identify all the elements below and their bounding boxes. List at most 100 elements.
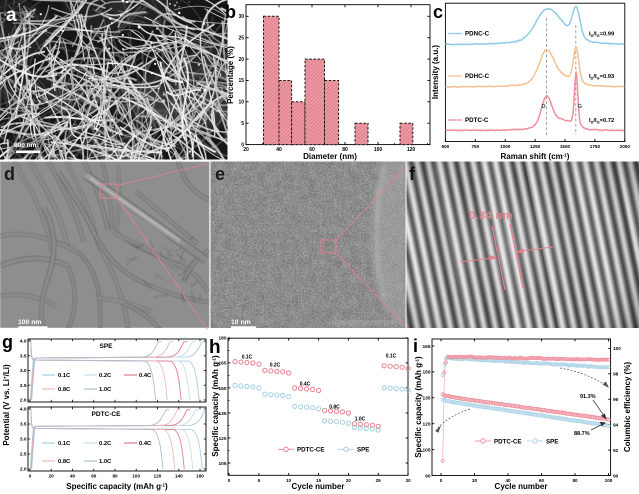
svg-text:30: 30 xyxy=(238,14,244,20)
svg-text:0.1C: 0.1C xyxy=(386,354,397,360)
svg-text:Specific capacity (mAh g-1): Specific capacity (mAh g-1) xyxy=(211,355,220,457)
svg-text:3.5: 3.5 xyxy=(20,422,27,428)
svg-text:PDTC-C: PDTC-C xyxy=(465,117,489,124)
svg-text:135: 135 xyxy=(218,411,226,417)
svg-text:165: 165 xyxy=(218,361,226,367)
svg-text:h: h xyxy=(209,337,221,358)
svg-text:140: 140 xyxy=(175,473,183,478)
svg-text:20: 20 xyxy=(49,473,55,478)
svg-text:10: 10 xyxy=(286,478,292,483)
svg-text:Intensity (a.u.): Intensity (a.u.) xyxy=(431,45,440,100)
svg-text:i: i xyxy=(413,336,418,356)
svg-text:3.5: 3.5 xyxy=(20,353,27,359)
svg-text:60: 60 xyxy=(309,147,315,153)
svg-text:Specific capacity (mAh g-1): Specific capacity (mAh g-1) xyxy=(66,482,168,491)
svg-text:750: 750 xyxy=(471,144,479,149)
svg-text:91.3%: 91.3% xyxy=(580,394,596,400)
svg-text:96: 96 xyxy=(613,397,619,402)
svg-text:120: 120 xyxy=(407,147,416,153)
svg-text:80: 80 xyxy=(572,478,578,483)
svg-text:5: 5 xyxy=(241,121,244,127)
svg-text:D: D xyxy=(542,104,546,110)
svg-text:ID/IG=0.99: ID/IG=0.99 xyxy=(589,32,615,39)
svg-text:2.0: 2.0 xyxy=(20,398,27,404)
svg-text:100: 100 xyxy=(613,346,621,351)
svg-text:ID/IG=0.93: ID/IG=0.93 xyxy=(589,74,615,81)
svg-text:0.2C: 0.2C xyxy=(99,441,112,447)
svg-text:120: 120 xyxy=(218,436,226,442)
svg-text:Raman shift (cm-1): Raman shift (cm-1) xyxy=(501,152,570,161)
svg-text:0.4C: 0.4C xyxy=(300,382,311,388)
svg-text:60: 60 xyxy=(91,473,97,478)
svg-text:15: 15 xyxy=(238,78,244,84)
svg-text:PDTC-CE: PDTC-CE xyxy=(297,447,325,454)
svg-text:1.0C: 1.0C xyxy=(99,459,112,465)
svg-text:SPE: SPE xyxy=(357,447,369,454)
svg-text:0: 0 xyxy=(440,478,443,483)
svg-text:25: 25 xyxy=(376,478,382,483)
svg-text:1.0C: 1.0C xyxy=(355,417,366,423)
svg-text:80: 80 xyxy=(112,473,118,478)
svg-text:165: 165 xyxy=(422,344,430,350)
svg-text:150: 150 xyxy=(218,386,226,392)
svg-text:ID/IG=0.72: ID/IG=0.72 xyxy=(589,118,614,125)
svg-text:800 nm: 800 nm xyxy=(14,142,37,149)
svg-text:90: 90 xyxy=(425,473,431,479)
svg-text:2.0: 2.0 xyxy=(20,467,27,473)
svg-text:a: a xyxy=(6,5,17,26)
svg-text:e: e xyxy=(215,164,225,184)
svg-text:500: 500 xyxy=(442,144,450,149)
svg-text:160: 160 xyxy=(196,473,204,478)
svg-text:3.0: 3.0 xyxy=(20,368,27,374)
svg-text:25: 25 xyxy=(238,36,244,42)
svg-text:3.0: 3.0 xyxy=(20,437,27,443)
svg-text:1750: 1750 xyxy=(590,144,601,149)
svg-text:10 nm: 10 nm xyxy=(231,319,251,326)
svg-text:20: 20 xyxy=(346,478,352,483)
svg-text:1500: 1500 xyxy=(560,144,571,149)
svg-text:80: 80 xyxy=(342,147,348,153)
svg-text:2000: 2000 xyxy=(620,144,631,149)
svg-text:4.0: 4.0 xyxy=(20,339,27,345)
svg-text:0.4C: 0.4C xyxy=(139,441,152,447)
svg-text:40: 40 xyxy=(70,473,76,478)
svg-text:100: 100 xyxy=(132,473,140,478)
svg-text:Percentage (%): Percentage (%) xyxy=(226,46,235,104)
svg-text:Cycle number: Cycle number xyxy=(495,482,548,491)
svg-text:120: 120 xyxy=(422,422,430,428)
svg-text:f: f xyxy=(409,164,416,184)
svg-text:105: 105 xyxy=(422,447,430,453)
svg-text:1.0C: 1.0C xyxy=(99,387,112,393)
svg-text:Cycle number: Cycle number xyxy=(292,482,345,491)
svg-text:0: 0 xyxy=(29,473,32,478)
svg-text:0.8C: 0.8C xyxy=(329,405,340,411)
svg-text:105: 105 xyxy=(218,461,226,467)
svg-text:0: 0 xyxy=(241,142,244,148)
svg-text:40: 40 xyxy=(276,147,282,153)
svg-text:0.1C: 0.1C xyxy=(58,373,71,379)
svg-text:SPE: SPE xyxy=(546,438,558,445)
svg-text:2.5: 2.5 xyxy=(20,452,27,458)
svg-text:20: 20 xyxy=(472,478,478,483)
svg-text:1250: 1250 xyxy=(530,144,541,149)
svg-text:2.5: 2.5 xyxy=(20,383,27,389)
svg-text:g: g xyxy=(2,332,13,352)
svg-text:Diameter (nm): Diameter (nm) xyxy=(303,152,357,161)
svg-text:Columbic efficiency (%): Columbic efficiency (%) xyxy=(623,362,632,453)
svg-text:0.34 nm: 0.34 nm xyxy=(469,210,513,222)
svg-text:20: 20 xyxy=(243,147,249,153)
svg-text:10: 10 xyxy=(238,100,244,106)
svg-text:0.2C: 0.2C xyxy=(270,363,281,369)
svg-text:0.1C: 0.1C xyxy=(242,355,253,361)
svg-text:100: 100 xyxy=(605,478,613,483)
svg-text:PDNC-C: PDNC-C xyxy=(465,31,490,38)
svg-text:0.8C: 0.8C xyxy=(58,387,71,393)
svg-text:4.0: 4.0 xyxy=(20,407,27,413)
svg-text:d: d xyxy=(4,164,15,184)
svg-text:PDTC-CE: PDTC-CE xyxy=(92,411,122,418)
svg-text:1000: 1000 xyxy=(500,144,511,149)
svg-text:15: 15 xyxy=(316,478,322,483)
svg-text:60: 60 xyxy=(539,478,545,483)
svg-text:Potential (V vs. Li+/Li): Potential (V vs. Li+/Li) xyxy=(2,364,11,446)
svg-text:135: 135 xyxy=(422,396,430,402)
